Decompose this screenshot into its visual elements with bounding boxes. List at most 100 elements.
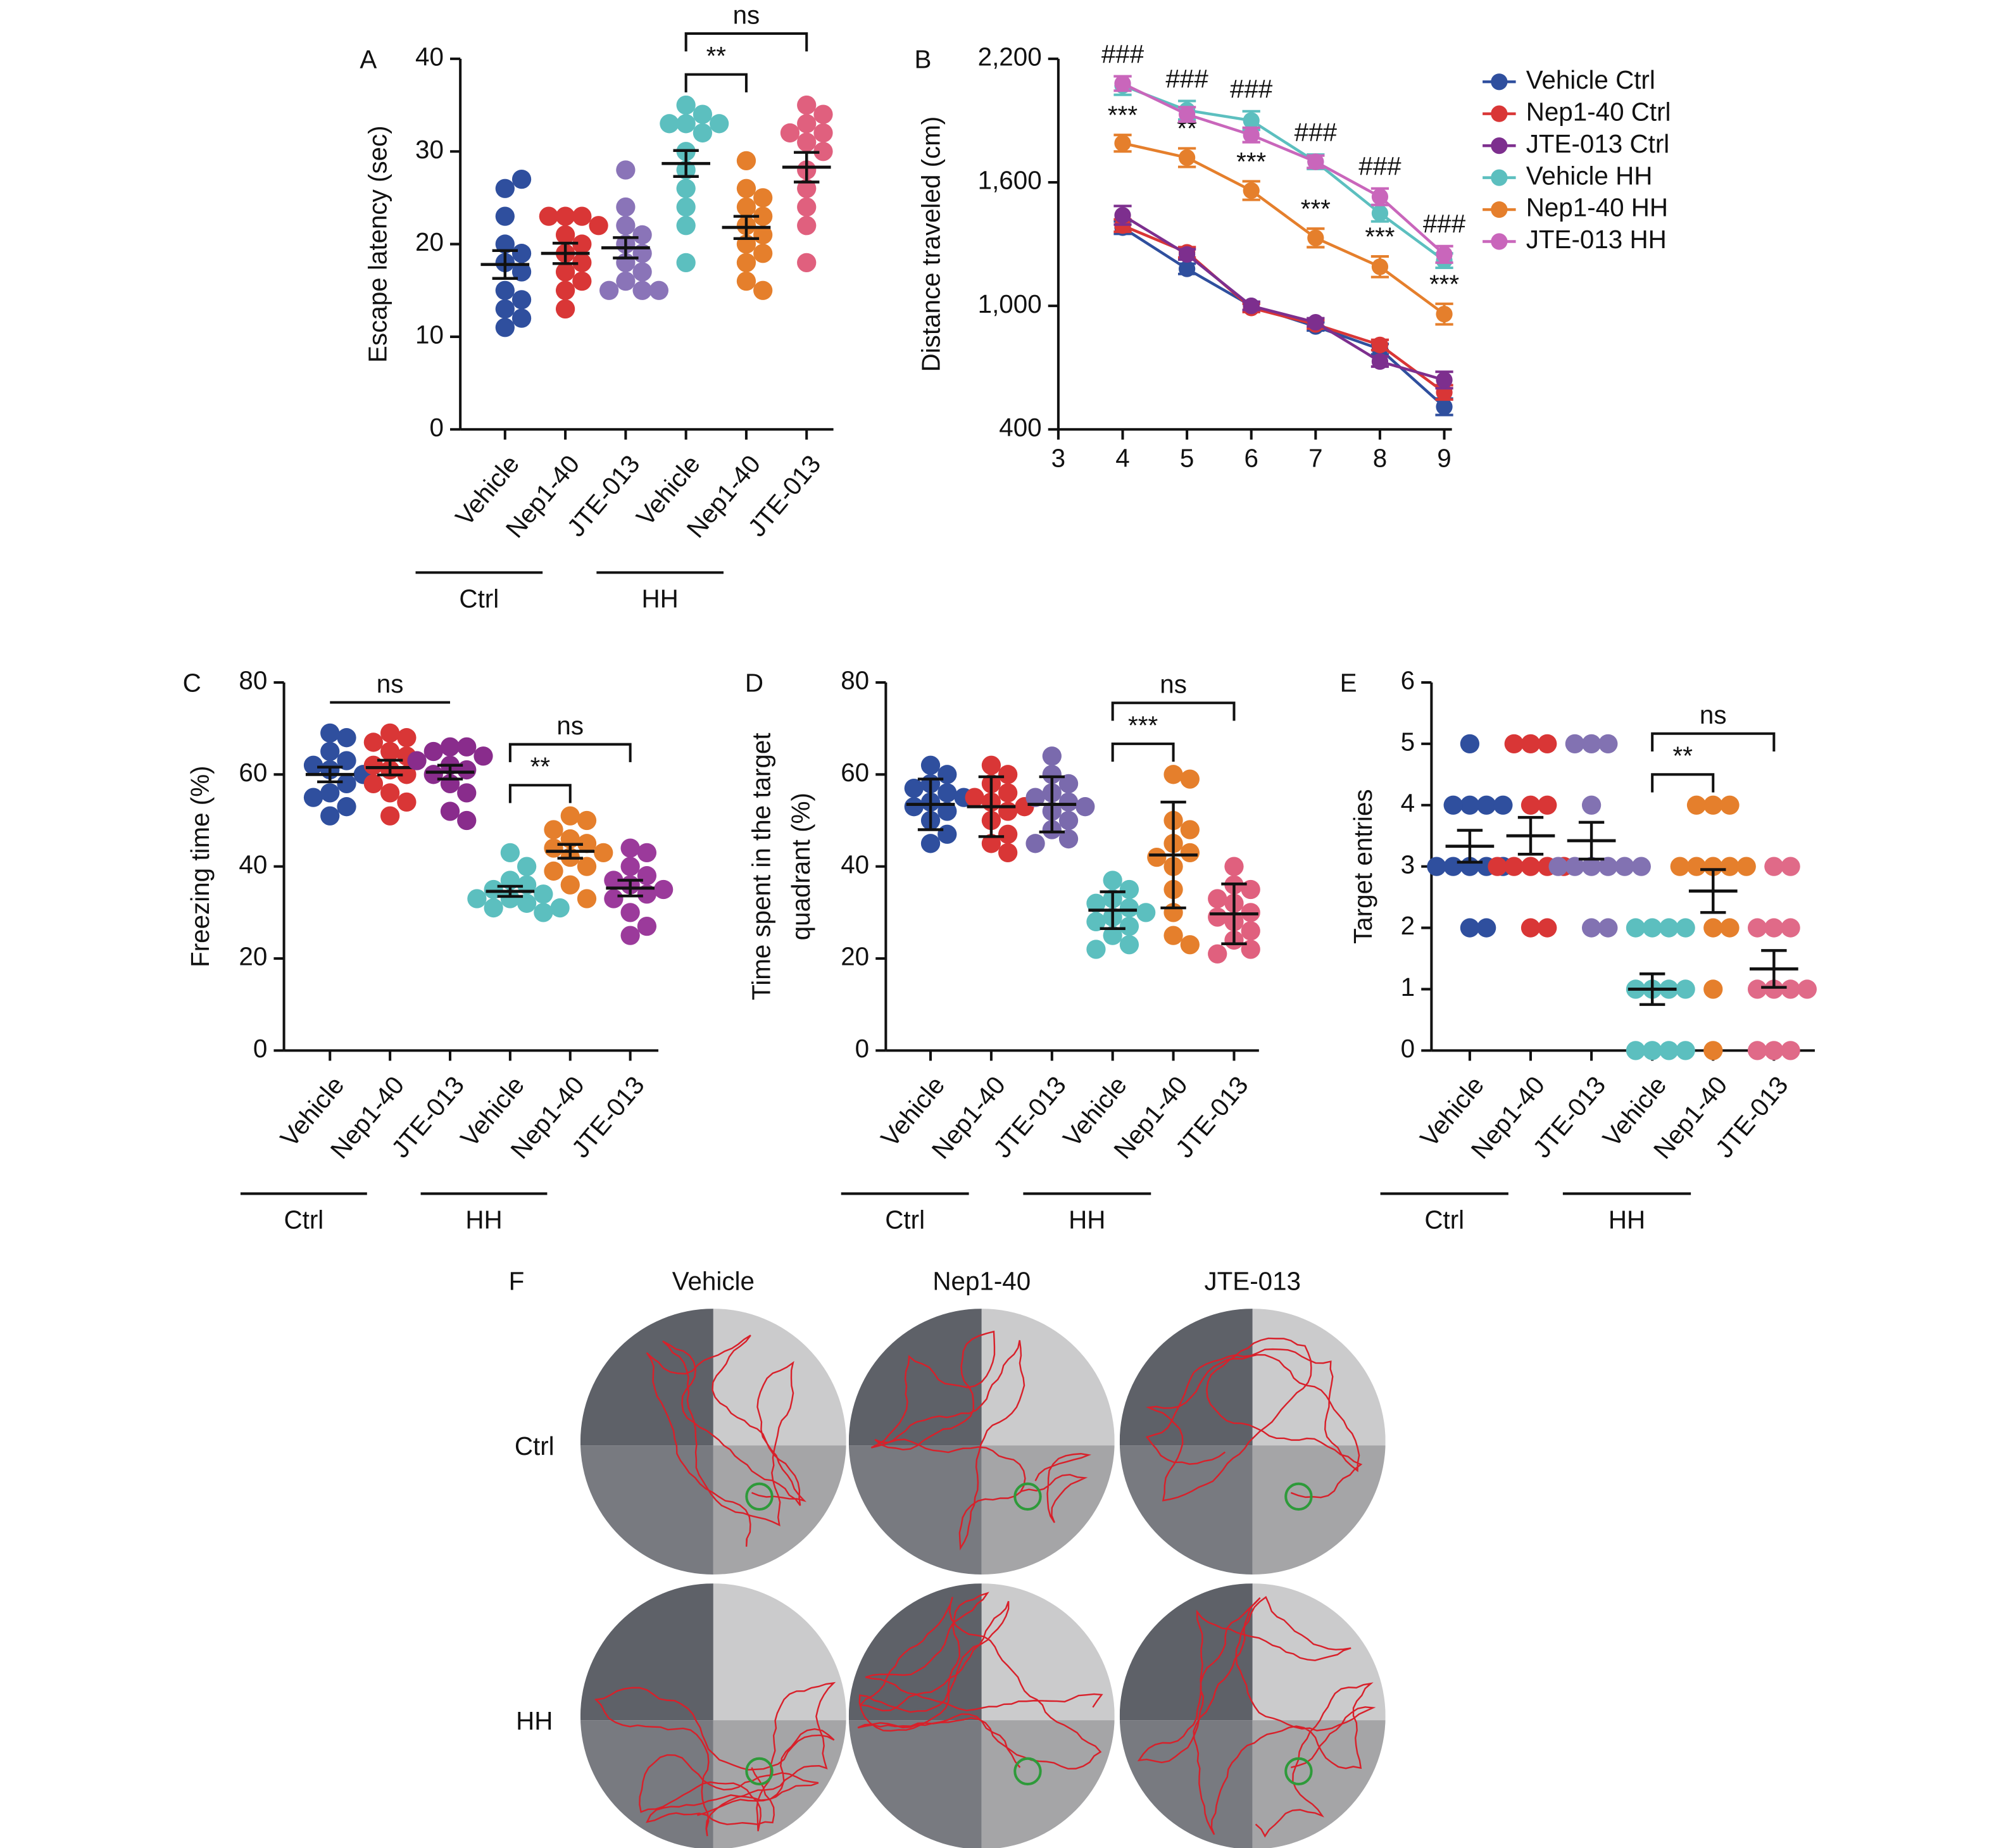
data-point (1703, 857, 1723, 876)
legend-marker (1491, 233, 1508, 250)
legend-label: JTE-013 HH (1526, 225, 1667, 254)
data-point (1548, 857, 1568, 876)
data-point (1581, 734, 1602, 754)
data-point (1764, 857, 1784, 876)
data-point (1119, 879, 1139, 900)
data-point (1626, 918, 1646, 938)
data-point (616, 216, 636, 236)
data-point (500, 889, 520, 908)
data-point (1075, 797, 1095, 817)
y-tick-label: 30 (415, 135, 444, 164)
data-point (440, 737, 460, 757)
y-tick-label: 40 (415, 42, 444, 72)
data-point (1178, 149, 1196, 167)
x-tick-label: 5 (1180, 443, 1194, 472)
data-point (1243, 298, 1260, 315)
y-tick-label: 20 (841, 942, 869, 971)
data-point (1208, 907, 1227, 927)
error-bar (1700, 868, 1726, 914)
data-point (937, 801, 957, 821)
data-point (495, 299, 515, 319)
panel-label: E (1340, 669, 1357, 698)
data-point (1086, 912, 1106, 932)
y-tick-label: 10 (415, 320, 444, 349)
data-point (604, 889, 624, 908)
data-point (693, 123, 713, 143)
data-point (337, 774, 356, 793)
significance-label: ns (377, 669, 404, 698)
data-point (1119, 898, 1139, 918)
data-point (998, 824, 1018, 844)
column-label: JTE-013 (1204, 1266, 1301, 1295)
platform (1013, 1482, 1042, 1511)
data-point (937, 765, 957, 784)
data-point (1058, 829, 1079, 849)
maze (848, 1309, 1115, 1575)
data-point (577, 889, 597, 908)
data-point (1427, 857, 1446, 876)
x-tick-label: 3 (1051, 443, 1065, 472)
error-bar (673, 149, 699, 178)
panel-label: D (745, 669, 763, 698)
data-point (1521, 734, 1541, 754)
data-point (303, 755, 323, 775)
data-point (484, 898, 503, 918)
significance-bracket (508, 743, 632, 762)
data-point (797, 197, 817, 217)
data-point (1643, 918, 1662, 938)
data-point (457, 810, 477, 831)
y-tick-label: 400 (999, 413, 1041, 442)
point-label: ### (1230, 74, 1273, 103)
error-bar (1578, 820, 1605, 861)
data-point (599, 280, 619, 300)
data-point (337, 751, 356, 770)
data-point (1180, 769, 1200, 789)
data-point (495, 206, 515, 226)
data-point (363, 774, 384, 793)
data-point (753, 280, 773, 300)
y-tick-label: 60 (841, 758, 869, 787)
data-point (998, 765, 1018, 784)
data-point (632, 280, 652, 300)
legend-marker (1491, 201, 1508, 218)
quadrant (981, 1583, 1115, 1721)
point-label: ### (1358, 151, 1401, 180)
data-point (616, 160, 636, 180)
data-point (555, 299, 575, 319)
group-label: Ctrl (1424, 1205, 1464, 1235)
significance-bracket (1111, 701, 1236, 721)
x-tick-label: 7 (1308, 443, 1322, 472)
data-point (797, 114, 817, 134)
data-point (676, 197, 696, 217)
data-point (616, 271, 636, 291)
data-point (1538, 918, 1557, 938)
significance-bracket (1651, 773, 1715, 793)
data-point (397, 792, 417, 812)
data-point (363, 755, 384, 775)
data-point (637, 916, 657, 936)
data-point (632, 225, 652, 245)
error-bar (1160, 800, 1186, 910)
error-bar (1761, 949, 1787, 989)
data-point (1670, 857, 1690, 876)
data-point (1781, 1041, 1800, 1060)
row-label: HH (516, 1706, 553, 1735)
y-tick-label: 20 (415, 227, 444, 256)
point-label: ### (1165, 64, 1208, 93)
error-bar (437, 764, 463, 781)
error-bar (1221, 883, 1247, 945)
data-point (1676, 1041, 1695, 1060)
data-point (620, 857, 640, 876)
data-point (555, 280, 575, 300)
data-point (1747, 918, 1767, 938)
y-tick-label: 40 (239, 850, 267, 879)
y-tick-label: 1 (1401, 972, 1415, 1002)
data-point (1058, 792, 1079, 812)
data-point (534, 903, 553, 922)
data-point (511, 308, 532, 328)
panel-label: B (914, 45, 931, 74)
data-point (1307, 314, 1324, 331)
error-bar (1039, 775, 1065, 834)
data-point (572, 253, 592, 272)
y-tick-label: 80 (239, 666, 267, 695)
